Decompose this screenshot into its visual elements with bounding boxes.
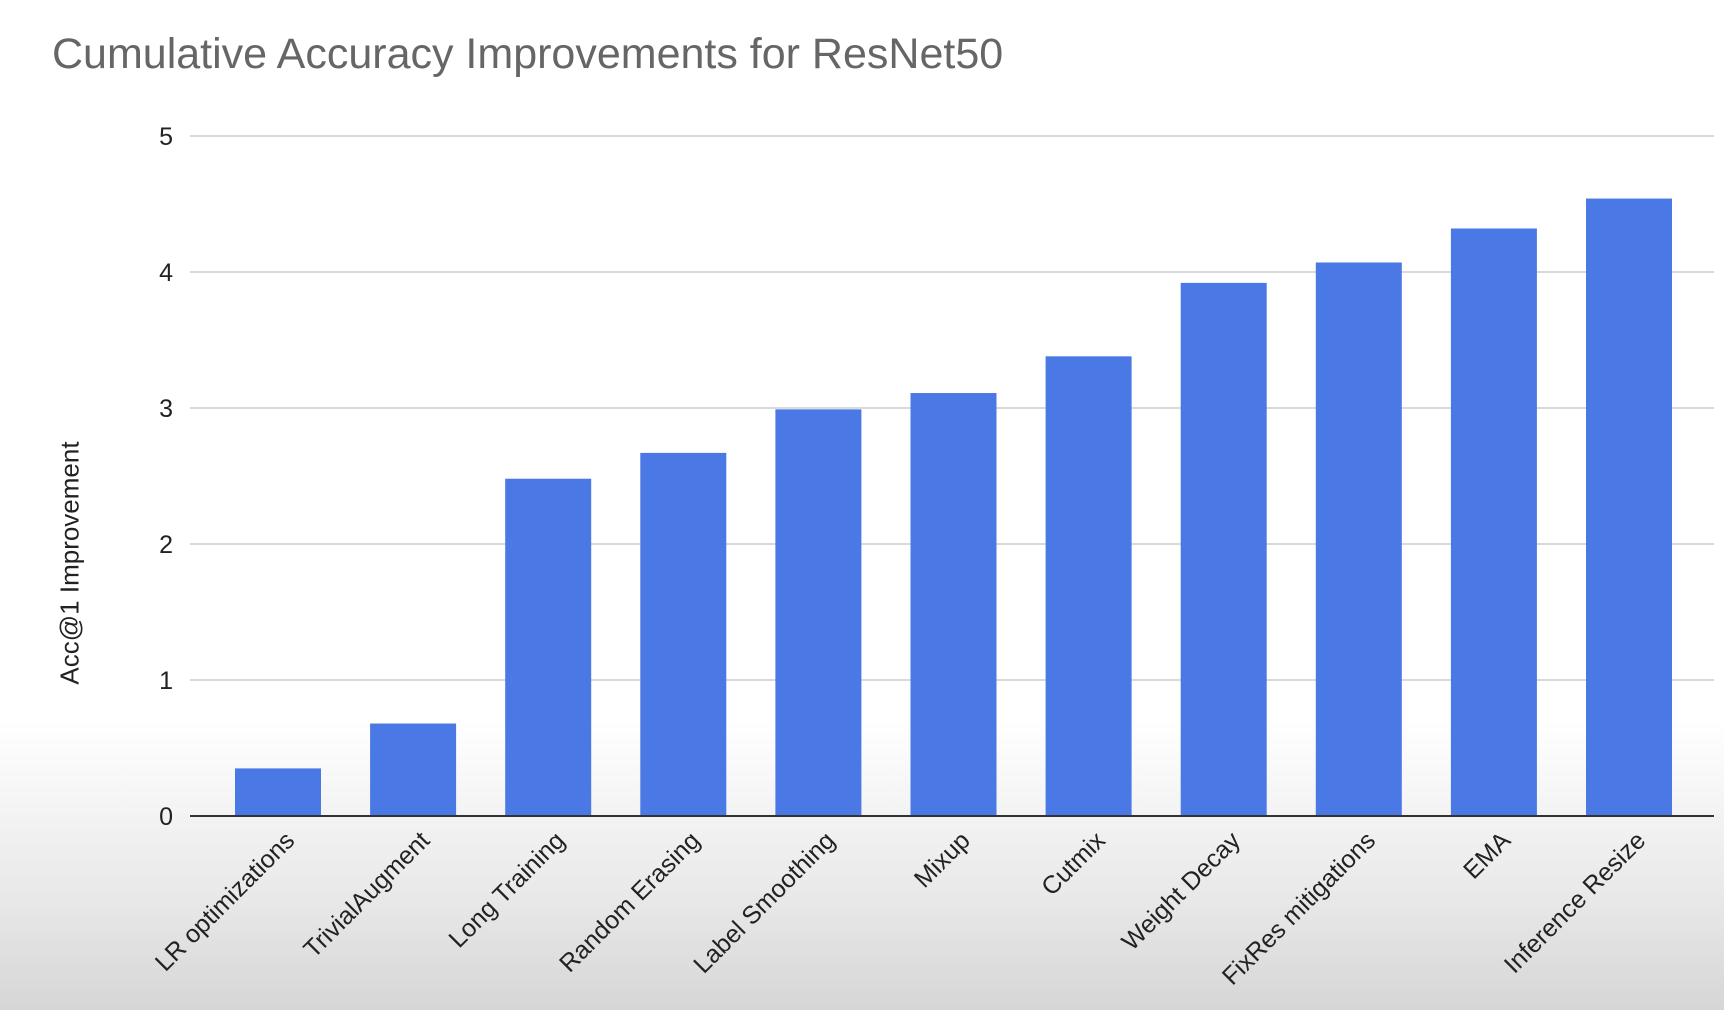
category-label: Mixup (909, 826, 976, 893)
y-axis-label: Acc@1 Improvement (54, 441, 85, 685)
bar (1450, 228, 1537, 817)
category-label: Label Smoothing (688, 826, 840, 978)
category-label: Cutmix (1036, 826, 1111, 901)
bar (1315, 262, 1402, 817)
y-tick-label: 4 (159, 259, 173, 287)
bar (370, 723, 457, 816)
y-tick-label: 0 (159, 803, 173, 831)
category-label: Weight Decay (1116, 826, 1246, 956)
bar (640, 452, 727, 816)
category-label: Random Erasing (554, 826, 705, 977)
category-label: FixRes mitigations (1217, 826, 1381, 990)
bar (505, 478, 592, 816)
category-label: LR optimizations (150, 826, 300, 976)
bar (235, 768, 321, 816)
y-tick-label: 1 (159, 667, 173, 695)
y-tick-labels: 0 1 2 3 4 5 (159, 123, 173, 831)
bar (1045, 356, 1132, 816)
category-label: Inference Resize (1499, 826, 1651, 978)
bar (1586, 198, 1672, 816)
chart-title: Cumulative Accuracy Improvements for Res… (52, 30, 1004, 78)
category-label: EMA (1458, 826, 1516, 884)
y-tick-label: 2 (159, 531, 173, 559)
bars (235, 198, 1672, 817)
bar (910, 393, 997, 816)
y-tick-label: 3 (159, 395, 173, 423)
bar (1180, 282, 1267, 816)
bar (775, 409, 862, 816)
y-tick-label: 5 (159, 123, 173, 151)
category-label: TrivialAugment (298, 826, 435, 963)
category-label: Long Training (444, 826, 571, 953)
